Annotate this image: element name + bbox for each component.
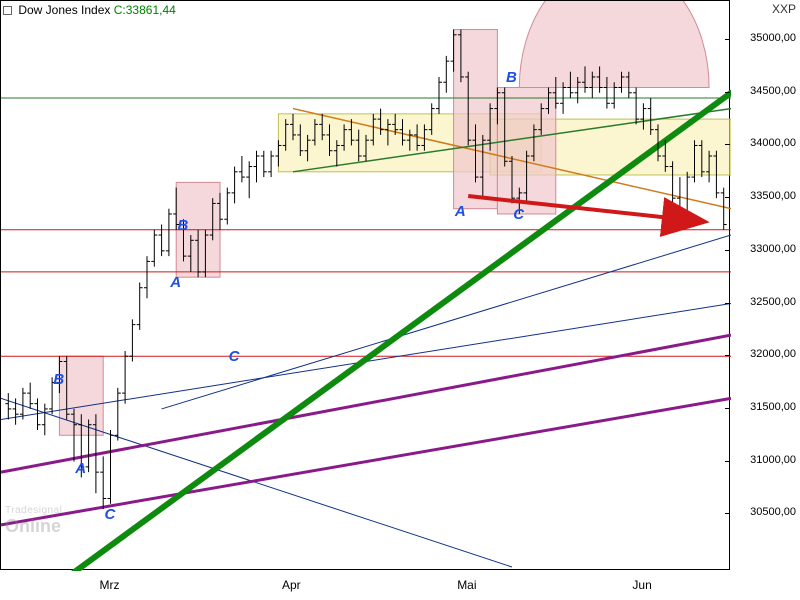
- y-tick: [725, 513, 730, 514]
- title-symbol-icon: [3, 6, 12, 15]
- y-tick-label: 34500,00: [750, 85, 796, 97]
- y-tick-label: 33000,00: [750, 243, 796, 255]
- y-axis: XXP 30500,00 31000,00 31500,00 32000,00 3250…: [730, 0, 800, 600]
- y-tick-label: 35000,00: [750, 32, 796, 44]
- y-tick: [725, 303, 730, 304]
- y-tick: [725, 39, 730, 40]
- x-tick-label: Mai: [457, 578, 476, 592]
- y-tick: [725, 92, 730, 93]
- x-tick-label: Apr: [282, 578, 301, 592]
- wave-label: A: [455, 203, 466, 220]
- wave-label: B: [53, 371, 64, 388]
- wave-label: C: [105, 506, 116, 523]
- chart-title-bar: Dow Jones Index C:33861,44: [3, 3, 176, 17]
- wave-label: A: [170, 274, 181, 291]
- y-tick: [725, 250, 730, 251]
- y-tick: [725, 355, 730, 356]
- watermark-line1: Tradesignal: [5, 505, 62, 516]
- y-tick-label: 33500,00: [750, 190, 796, 202]
- chart-price: C:33861,44: [114, 3, 176, 17]
- watermark-line2: Online: [5, 516, 62, 537]
- x-tick-label: Jun: [632, 578, 651, 592]
- wave-label: C: [229, 348, 240, 365]
- y-tick-label: 30500,00: [750, 506, 796, 518]
- y-tick: [725, 408, 730, 409]
- y-tick: [725, 197, 730, 198]
- chart-plot: [1, 1, 731, 571]
- wave-label: C: [513, 206, 524, 223]
- wave-label: B: [506, 69, 517, 86]
- x-tick-label: Mrz: [100, 578, 120, 592]
- y-tick: [725, 144, 730, 145]
- y-tick-label: 31500,00: [750, 401, 796, 413]
- watermark: Tradesignal Online: [5, 505, 62, 537]
- y-tick-label: 32500,00: [750, 296, 796, 308]
- y-tick-label: 34000,00: [750, 137, 796, 149]
- wave-label: B: [178, 217, 189, 234]
- y-tick-label: 32000,00: [750, 348, 796, 360]
- x-axis: Mrz Apr Mai Jun: [0, 570, 730, 600]
- chart-title: Dow Jones Index: [18, 3, 110, 17]
- y-tick: [725, 461, 730, 462]
- axis-code: XXP: [772, 2, 796, 16]
- y-tick-label: 31000,00: [750, 454, 796, 466]
- wave-label: A: [75, 460, 86, 477]
- chart-area[interactable]: Dow Jones Index C:33861,44 Tradesignal O…: [0, 0, 730, 570]
